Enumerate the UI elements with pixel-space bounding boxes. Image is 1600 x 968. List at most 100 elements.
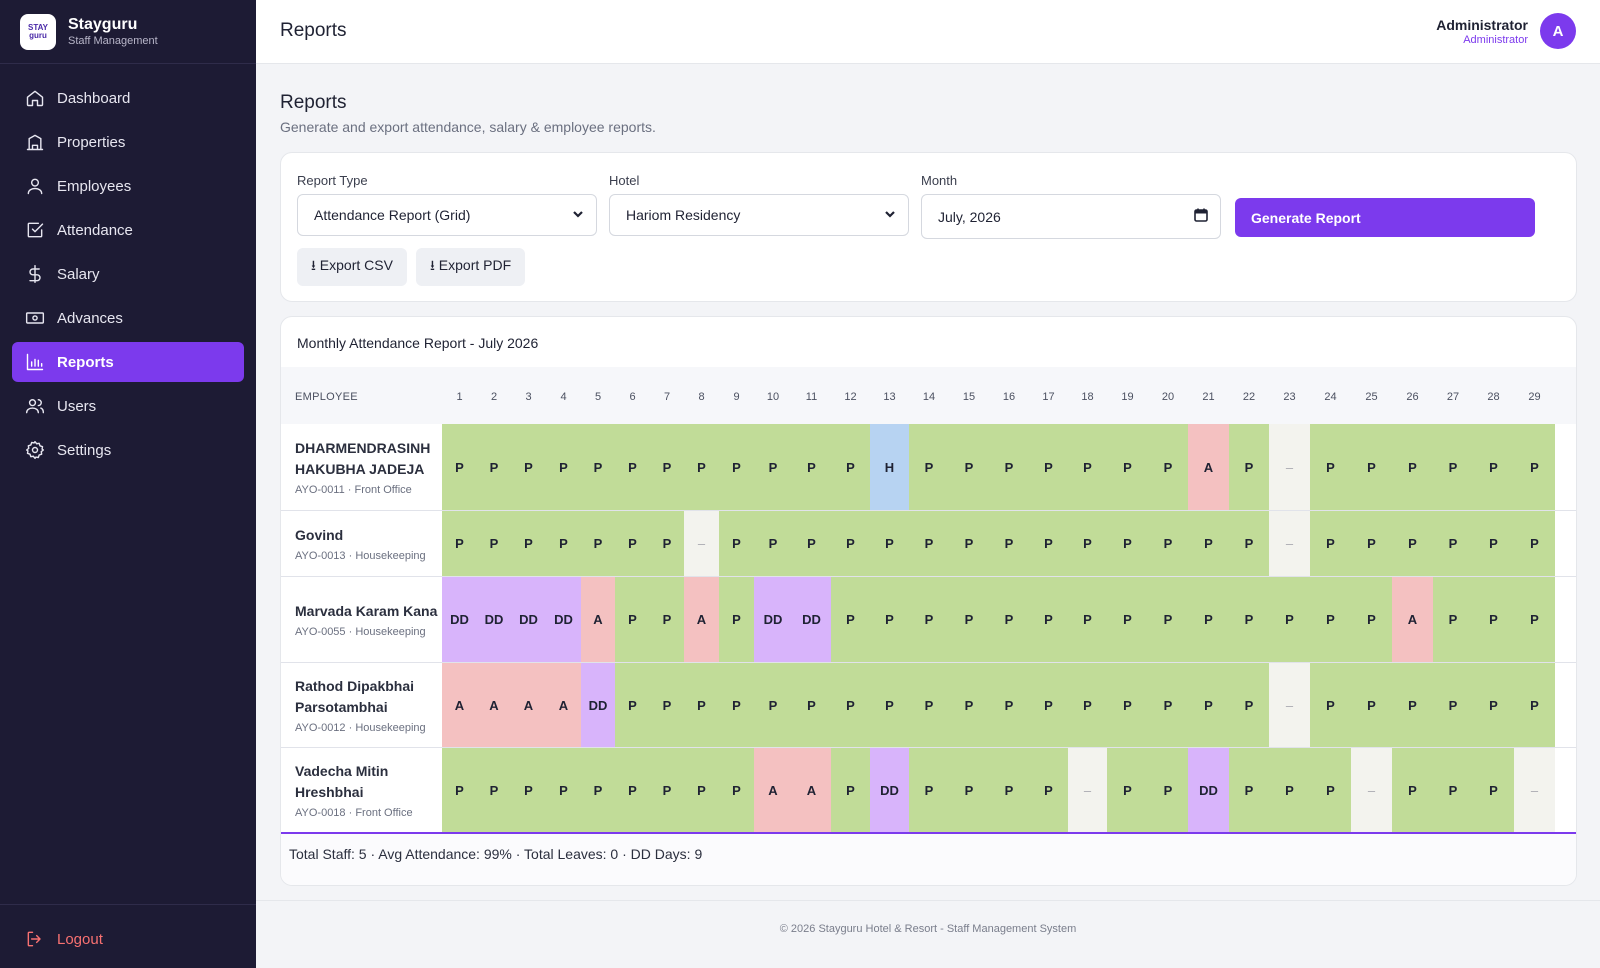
attendance-cell[interactable]: P	[989, 511, 1029, 576]
attendance-cell[interactable]: P	[949, 511, 989, 576]
attendance-cell[interactable]: P	[1029, 424, 1068, 510]
attendance-cell[interactable]: P	[1229, 663, 1269, 747]
attendance-cell[interactable]: A	[581, 577, 615, 662]
attendance-cell[interactable]: P	[1310, 663, 1351, 747]
attendance-cell[interactable]: P	[719, 663, 754, 747]
attendance-cell[interactable]: P	[1029, 663, 1068, 747]
employee-name[interactable]: DHARMENDRASINH HAKUBHA JADEJA	[295, 440, 431, 477]
attendance-cell[interactable]: P	[1229, 748, 1269, 832]
attendance-cell[interactable]: P	[684, 748, 719, 832]
attendance-cell[interactable]: P	[754, 511, 792, 576]
attendance-cell[interactable]: P	[1351, 577, 1392, 662]
attendance-cell[interactable]: P	[719, 511, 754, 576]
attendance-cell[interactable]: P	[831, 424, 870, 510]
attendance-cell[interactable]: P	[1029, 577, 1068, 662]
sidebar-item-reports[interactable]: Reports	[12, 342, 244, 382]
sidebar-item-attendance[interactable]: Attendance	[12, 210, 244, 250]
attendance-cell[interactable]: P	[1068, 511, 1107, 576]
attendance-cell[interactable]: P	[1068, 424, 1107, 510]
export-csv-button[interactable]: ⭳ Export CSV	[297, 248, 407, 286]
attendance-cell[interactable]: –	[1269, 424, 1310, 510]
attendance-cell[interactable]: P	[1107, 663, 1148, 747]
sidebar-item-employees[interactable]: Employees	[12, 166, 244, 206]
attendance-cell[interactable]: P	[1392, 748, 1433, 832]
sidebar-item-properties[interactable]: Properties	[12, 122, 244, 162]
attendance-cell[interactable]: P	[650, 663, 684, 747]
attendance-cell[interactable]: DD	[1188, 748, 1229, 832]
attendance-cell[interactable]: A	[1392, 577, 1433, 662]
attendance-cell[interactable]: P	[1433, 577, 1473, 662]
attendance-cell[interactable]: P	[1107, 511, 1148, 576]
attendance-cell[interactable]: P	[650, 511, 684, 576]
attendance-cell[interactable]: P	[581, 511, 615, 576]
attendance-cell[interactable]: A	[754, 748, 792, 832]
attendance-cell[interactable]: A	[546, 663, 581, 747]
attendance-cell[interactable]: –	[1068, 748, 1107, 832]
attendance-cell[interactable]: P	[650, 424, 684, 510]
attendance-cell[interactable]: P	[792, 511, 831, 576]
attendance-cell[interactable]: P	[650, 577, 684, 662]
attendance-cell[interactable]: P	[909, 663, 949, 747]
attendance-cell[interactable]: P	[1514, 663, 1555, 747]
attendance-cell[interactable]: P	[511, 511, 546, 576]
attendance-cell[interactable]: P	[949, 424, 989, 510]
attendance-cell[interactable]: P	[1310, 511, 1351, 576]
attendance-cell[interactable]: A	[511, 663, 546, 747]
report-type-select[interactable]: Attendance Report (Grid)	[297, 194, 597, 236]
attendance-cell[interactable]: P	[615, 748, 650, 832]
employee-name[interactable]: Marvada Karam Kana	[295, 603, 438, 619]
attendance-cell[interactable]: P	[1433, 748, 1473, 832]
attendance-cell[interactable]: P	[1433, 424, 1473, 510]
avatar[interactable]: A	[1540, 13, 1576, 49]
attendance-cell[interactable]: P	[1473, 663, 1514, 747]
attendance-cell[interactable]: DD	[754, 577, 792, 662]
attendance-cell[interactable]: P	[511, 424, 546, 510]
attendance-cell[interactable]: P	[719, 748, 754, 832]
attendance-cell[interactable]: P	[1148, 748, 1188, 832]
attendance-cell[interactable]: P	[1148, 424, 1188, 510]
hotel-select[interactable]: Hariom Residency	[609, 194, 909, 236]
attendance-cell[interactable]: P	[1310, 748, 1351, 832]
attendance-cell[interactable]: P	[719, 577, 754, 662]
attendance-cell[interactable]: A	[792, 748, 831, 832]
attendance-cell[interactable]: P	[989, 577, 1029, 662]
attendance-cell[interactable]: P	[442, 748, 477, 832]
employee-name[interactable]: Govind	[295, 527, 344, 543]
attendance-cell[interactable]: P	[909, 424, 949, 510]
attendance-cell[interactable]: P	[1068, 663, 1107, 747]
attendance-cell[interactable]: P	[909, 511, 949, 576]
attendance-cell[interactable]: P	[1188, 663, 1229, 747]
logout-button[interactable]: Logout	[25, 929, 103, 949]
attendance-cell[interactable]: P	[1392, 424, 1433, 510]
attendance-cell[interactable]: P	[615, 577, 650, 662]
attendance-cell[interactable]: P	[754, 424, 792, 510]
attendance-cell[interactable]: P	[1269, 577, 1310, 662]
attendance-cell[interactable]: P	[1310, 424, 1351, 510]
attendance-cell[interactable]: DD	[792, 577, 831, 662]
attendance-cell[interactable]: P	[442, 511, 477, 576]
calendar-icon[interactable]	[1194, 208, 1208, 225]
attendance-cell[interactable]: P	[989, 748, 1029, 832]
attendance-cell[interactable]: P	[442, 424, 477, 510]
attendance-cell[interactable]: P	[989, 424, 1029, 510]
month-input[interactable]: July, 2026	[921, 194, 1221, 239]
attendance-cell[interactable]: P	[754, 663, 792, 747]
attendance-cell[interactable]: P	[1107, 748, 1148, 832]
attendance-cell[interactable]: P	[1514, 511, 1555, 576]
attendance-cell[interactable]: P	[831, 663, 870, 747]
attendance-cell[interactable]: P	[477, 748, 511, 832]
attendance-cell[interactable]: P	[477, 424, 511, 510]
attendance-cell[interactable]: A	[477, 663, 511, 747]
attendance-cell[interactable]: P	[1107, 577, 1148, 662]
attendance-cell[interactable]: P	[949, 663, 989, 747]
attendance-cell[interactable]: P	[1392, 511, 1433, 576]
attendance-cell[interactable]: P	[684, 663, 719, 747]
attendance-cell[interactable]: P	[581, 748, 615, 832]
user-menu[interactable]: Administrator Administrator A	[1436, 13, 1576, 49]
sidebar-item-salary[interactable]: Salary	[12, 254, 244, 294]
attendance-cell[interactable]: P	[792, 424, 831, 510]
attendance-cell[interactable]: P	[546, 424, 581, 510]
attendance-cell[interactable]: P	[1514, 424, 1555, 510]
employee-name[interactable]: Vadecha Mitin Hreshbhai	[295, 763, 389, 800]
attendance-cell[interactable]: P	[1188, 577, 1229, 662]
